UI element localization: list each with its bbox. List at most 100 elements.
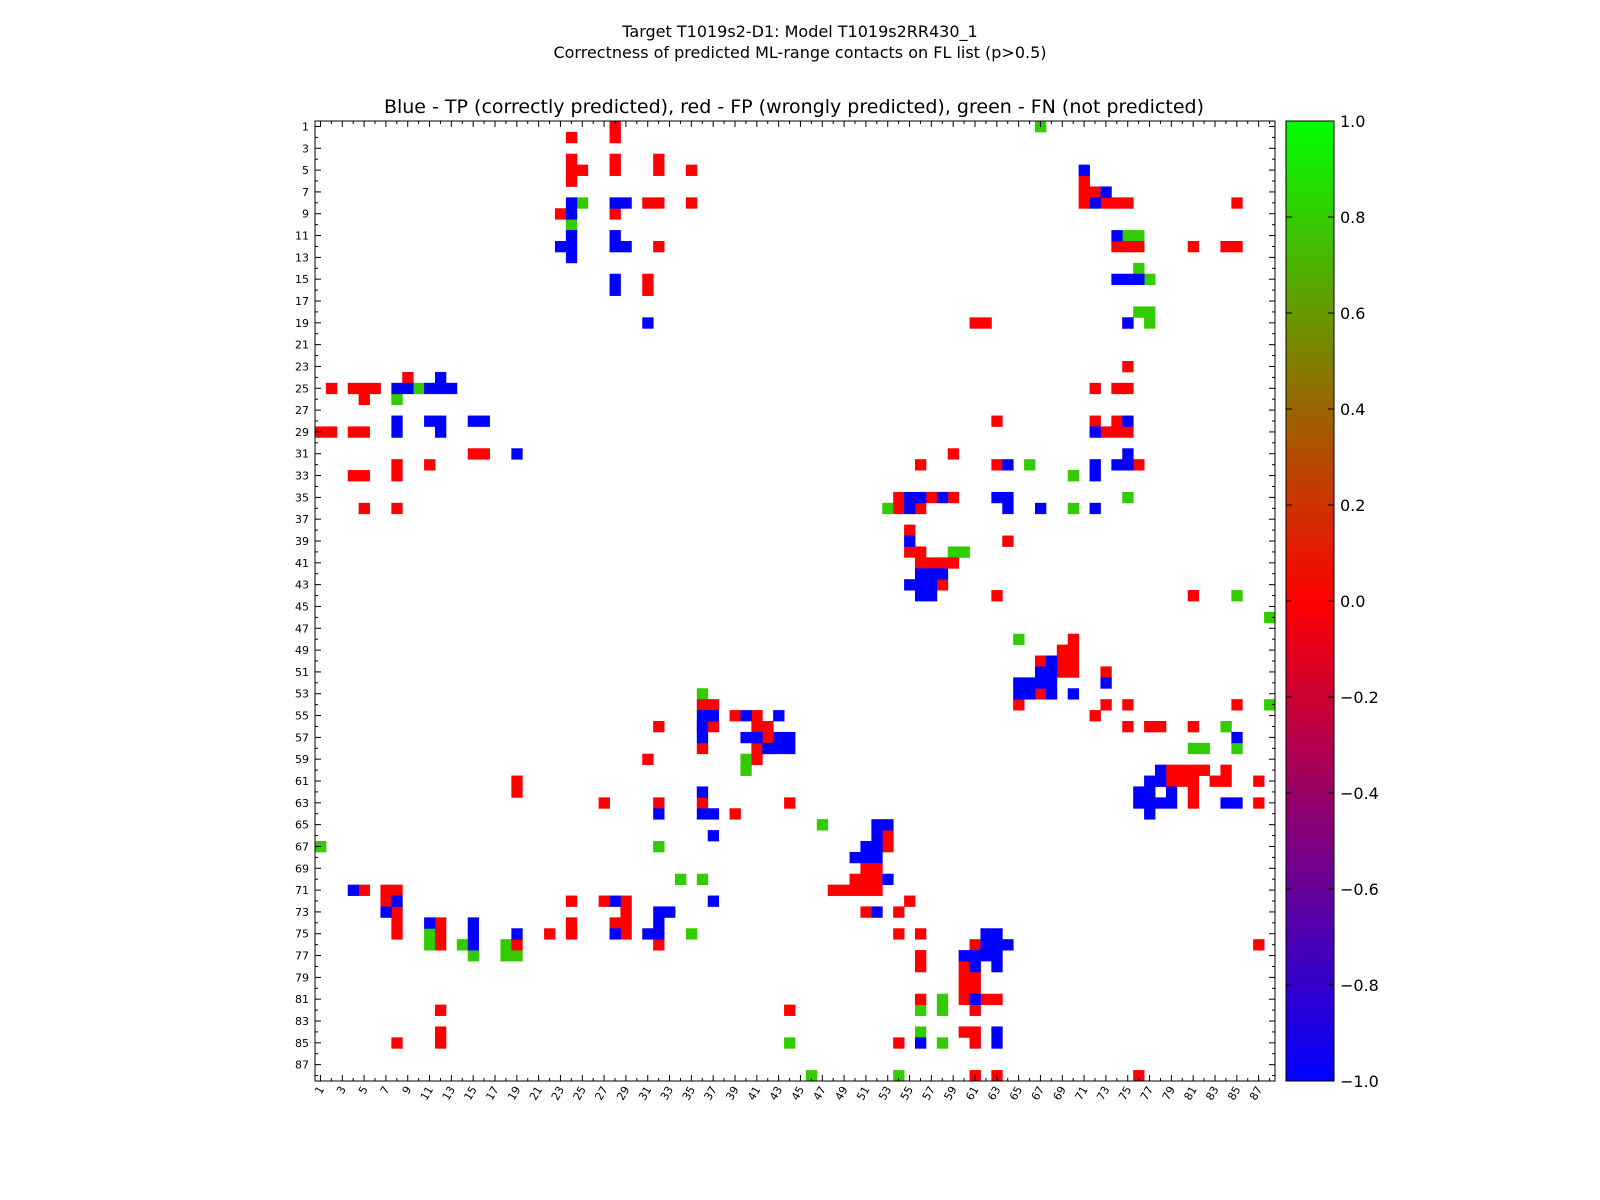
cell-fp: [893, 1037, 905, 1049]
cell-tp: [991, 491, 1003, 504]
y-tick-label: 33: [295, 470, 309, 483]
cell-fp: [1231, 197, 1243, 209]
cell-tp: [925, 579, 938, 591]
cell-fn: [1231, 590, 1243, 602]
cell-tp: [1089, 426, 1101, 438]
cell-fp: [1089, 382, 1101, 395]
y-tick-label: 7: [302, 186, 309, 199]
cell-fp: [1231, 699, 1243, 711]
cell-tp: [980, 950, 992, 962]
cell-tp: [696, 710, 709, 722]
x-tick-label: 25: [571, 1084, 589, 1103]
cell-tp: [707, 808, 720, 820]
colorbar-tick-label: −0.4: [1340, 784, 1379, 803]
cell-fp: [609, 208, 621, 220]
y-tick-label: 69: [295, 862, 309, 875]
cell-fn: [1067, 470, 1080, 482]
cell-tp: [980, 928, 992, 940]
cell-fp: [969, 1026, 981, 1038]
cell-fp: [1220, 241, 1232, 253]
cell-fp: [1187, 786, 1200, 798]
cell-fn: [1133, 262, 1145, 275]
cell-fp: [893, 491, 905, 504]
cell-tp: [609, 284, 621, 296]
cell-fp: [653, 721, 665, 733]
cell-fn: [805, 1070, 818, 1082]
y-tick-label: 43: [295, 579, 309, 592]
x-tick-label: 51: [854, 1084, 872, 1103]
plot-area: [315, 121, 1275, 1081]
cell-tp: [642, 317, 654, 329]
cell-fn: [1144, 317, 1156, 329]
cell-fp: [380, 884, 392, 896]
cell-fp: [882, 830, 894, 842]
y-tick-label: 9: [302, 208, 309, 221]
cell-fp: [784, 797, 796, 809]
cell-tp: [467, 415, 480, 427]
cell-fp: [642, 197, 654, 209]
cell-tp: [1122, 317, 1134, 329]
cell-tp: [1089, 470, 1101, 482]
cell-fp: [1122, 241, 1134, 253]
cell-fp: [969, 971, 981, 984]
cell-tp: [980, 939, 992, 951]
cell-fn: [947, 546, 960, 558]
cell-fp: [1165, 775, 1178, 787]
cell-tp: [1144, 808, 1156, 820]
cell-fp: [1035, 655, 1047, 667]
cell-fp: [958, 993, 970, 1006]
cell-tp: [1165, 786, 1178, 798]
y-tick-label: 71: [295, 884, 309, 897]
cell-fp: [1187, 721, 1200, 733]
y-tick-label: 5: [302, 164, 309, 177]
colorbar-tick-label: −0.2: [1340, 688, 1379, 707]
x-tick-label: 9: [400, 1084, 415, 1097]
cell-tp: [1002, 491, 1014, 504]
cell-fp: [511, 786, 523, 798]
cell-fp: [435, 1026, 447, 1038]
cell-fp: [620, 917, 632, 929]
cell-fp: [391, 459, 403, 471]
cell-fn: [456, 939, 469, 951]
cell-fp: [1111, 241, 1123, 253]
x-tick-label: 13: [440, 1084, 458, 1103]
x-tick-label: 71: [1072, 1084, 1090, 1103]
cell-tp: [1035, 677, 1047, 689]
cell-fp: [609, 131, 621, 144]
x-tick-label: 73: [1094, 1084, 1112, 1103]
y-tick-label: 75: [295, 928, 309, 941]
x-tick-label: 67: [1029, 1084, 1047, 1103]
y-tick-label: 39: [295, 535, 309, 548]
cell-fp: [1187, 590, 1200, 602]
cell-fp: [391, 884, 403, 896]
x-tick-label: 55: [898, 1084, 916, 1103]
cell-fp: [1176, 764, 1189, 776]
cell-fn: [1198, 742, 1210, 755]
plot-frame: [314, 120, 1276, 1082]
cell-tp: [969, 961, 981, 973]
cell-fp: [1122, 361, 1134, 373]
cell-fp: [1100, 197, 1112, 209]
y-tick-label: 63: [295, 797, 309, 810]
cell-tp: [1100, 186, 1112, 198]
cell-fp: [860, 906, 872, 918]
cell-fp: [467, 448, 480, 460]
cell-fp: [925, 491, 938, 504]
cell-tp: [740, 731, 752, 744]
cell-tp: [904, 502, 916, 515]
cell-tp: [751, 731, 763, 744]
cell-tp: [1045, 677, 1058, 689]
cell-fp: [1013, 699, 1025, 711]
cell-fp: [347, 470, 360, 482]
cell-tp: [424, 382, 436, 395]
cell-tp: [1111, 459, 1123, 471]
cell-fp: [1089, 710, 1101, 722]
cell-fp: [991, 459, 1003, 471]
cell-tp: [904, 535, 916, 547]
cell-fp: [555, 208, 567, 220]
contact-cells-layer: [315, 121, 1276, 1082]
cell-fp: [729, 710, 741, 722]
x-tick-label: 11: [418, 1084, 436, 1103]
x-tick-label: 85: [1225, 1084, 1243, 1103]
